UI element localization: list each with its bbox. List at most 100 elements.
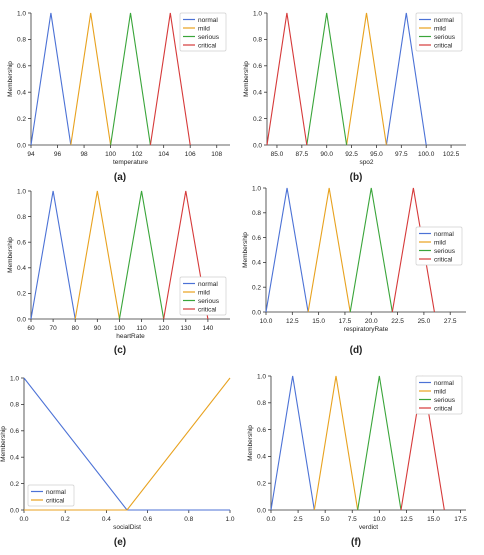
series-line-critical [163, 190, 209, 320]
panel-4: 10.0 12.5 15.0 17.5 20.0 22.5 25.0 27.5 0.0 0.2 0.… [242, 185, 466, 356]
x-axis-label: verdict [359, 524, 378, 531]
x-tick-label: 70 [49, 325, 57, 332]
series-line-normal [30, 12, 72, 146]
legend-label-normal: normal [198, 17, 218, 24]
series-line-serious [110, 12, 151, 146]
legend-box [179, 12, 227, 52]
panel-caption: (c) [114, 345, 126, 356]
x-tick-label: 0.0 [19, 516, 28, 523]
y-tick-label: 0.8 [257, 400, 266, 407]
series-line-mild [313, 375, 359, 511]
x-tick-label: 15.0 [427, 516, 440, 523]
x-tick-label: 87.5 [295, 151, 308, 158]
legend-label-serious: serious [434, 34, 456, 41]
y-axis-label: Membership [7, 61, 14, 97]
y-tick-label: 1.0 [10, 375, 19, 382]
x-tick-label: 0.4 [102, 516, 111, 523]
x-tick-label: 60 [27, 325, 35, 332]
panel-caption: (b) [350, 172, 363, 183]
y-tick-label: 1.0 [257, 373, 266, 380]
x-tick-label: 92.5 [345, 151, 358, 158]
x-tick-label: 100.0 [418, 151, 435, 158]
x-tick-label: 98 [80, 151, 88, 158]
x-tick-label: 102 [132, 151, 143, 158]
y-tick-label: 0.4 [17, 265, 26, 272]
y-tick-label: 1.0 [17, 10, 26, 17]
series-line-normal [265, 187, 309, 313]
series-line-mild [307, 187, 351, 313]
y-tick-label: 0.6 [253, 63, 262, 70]
x-axis-label: temperature [113, 159, 148, 166]
legend-box [415, 12, 463, 52]
series-line-normal [270, 375, 315, 511]
series-line-critical [149, 12, 191, 146]
panel-3: 60 70 80 90 100 110 120 130 140 0.0 0.2 0.4 0.6 0.8 1.… [7, 188, 230, 356]
y-tick-label: 0.0 [252, 309, 261, 316]
legend-label-serious: serious [434, 397, 456, 404]
panel-caption: (f) [351, 537, 361, 548]
y-axis-label: Membership [242, 232, 249, 268]
legend-label-critical: critical [434, 405, 453, 412]
x-tick-label: 130 [180, 325, 191, 332]
y-axis-label: Membership [7, 237, 14, 273]
y-axis-label: Membership [243, 61, 250, 97]
x-tick-label: 100 [105, 151, 116, 158]
panel-caption: (d) [350, 345, 363, 356]
x-tick-label: 102.5 [443, 151, 460, 158]
legend-label-critical: critical [46, 497, 65, 504]
legend-label-mild: mild [198, 25, 210, 32]
x-tick-label: 96 [54, 151, 62, 158]
x-tick-label: 2.5 [294, 516, 303, 523]
series-line-critical [391, 187, 435, 313]
y-tick-label: 0.4 [10, 455, 19, 462]
y-tick-label: 0.6 [17, 63, 26, 70]
y-tick-label: 0.2 [17, 291, 26, 298]
y-tick-label: 0.4 [252, 260, 261, 267]
legend-box [415, 226, 463, 266]
y-tick-label: 0.4 [17, 90, 26, 97]
series-line-normal [30, 190, 76, 320]
y-tick-label: 1.0 [17, 188, 26, 195]
legend-label-serious: serious [198, 34, 220, 41]
y-tick-label: 0.2 [10, 481, 19, 488]
x-tick-label: 90.0 [320, 151, 333, 158]
x-tick-label: 5.0 [321, 516, 330, 523]
y-tick-label: 0.8 [10, 402, 19, 409]
y-tick-label: 0.0 [257, 507, 266, 514]
y-tick-label: 0.6 [257, 427, 266, 434]
y-tick-label: 0.6 [17, 240, 26, 247]
y-tick-label: 0.8 [252, 210, 261, 217]
y-tick-label: 0.8 [253, 37, 262, 44]
x-axis-label: spo2 [359, 159, 373, 166]
x-tick-label: 100 [114, 325, 125, 332]
legend-label-critical: critical [434, 256, 453, 263]
y-tick-label: 0.6 [10, 428, 19, 435]
legend-label-mild: mild [434, 239, 446, 246]
x-tick-label: 104 [158, 151, 169, 158]
y-tick-label: 0.4 [253, 90, 262, 97]
x-tick-label: 17.5 [339, 318, 352, 325]
x-tick-label: 15.0 [312, 318, 325, 325]
y-axis-label: Membership [247, 425, 254, 461]
x-axis-label: socialDist [113, 524, 141, 531]
y-tick-label: 0.6 [252, 235, 261, 242]
panel-caption: (a) [114, 172, 126, 183]
legend-label-normal: normal [434, 17, 454, 24]
y-tick-label: 1.0 [253, 10, 262, 17]
panel-caption: (e) [114, 537, 126, 548]
y-tick-label: 0.0 [253, 142, 262, 149]
y-tick-label: 0.4 [257, 454, 266, 461]
x-tick-label: 94 [27, 151, 35, 158]
x-tick-label: 25.0 [418, 318, 431, 325]
panel-1: 94 96 98 100 102 104 106 108 0.0 0.2 0.4 0.6 0.8 1.0 t… [7, 10, 230, 183]
x-tick-label: 85.0 [271, 151, 284, 158]
x-tick-label: 7.5 [348, 516, 357, 523]
legend-box [179, 276, 227, 316]
legend-label-critical: critical [198, 306, 217, 313]
y-tick-label: 0.0 [17, 316, 26, 323]
x-tick-label: 27.5 [444, 318, 457, 325]
